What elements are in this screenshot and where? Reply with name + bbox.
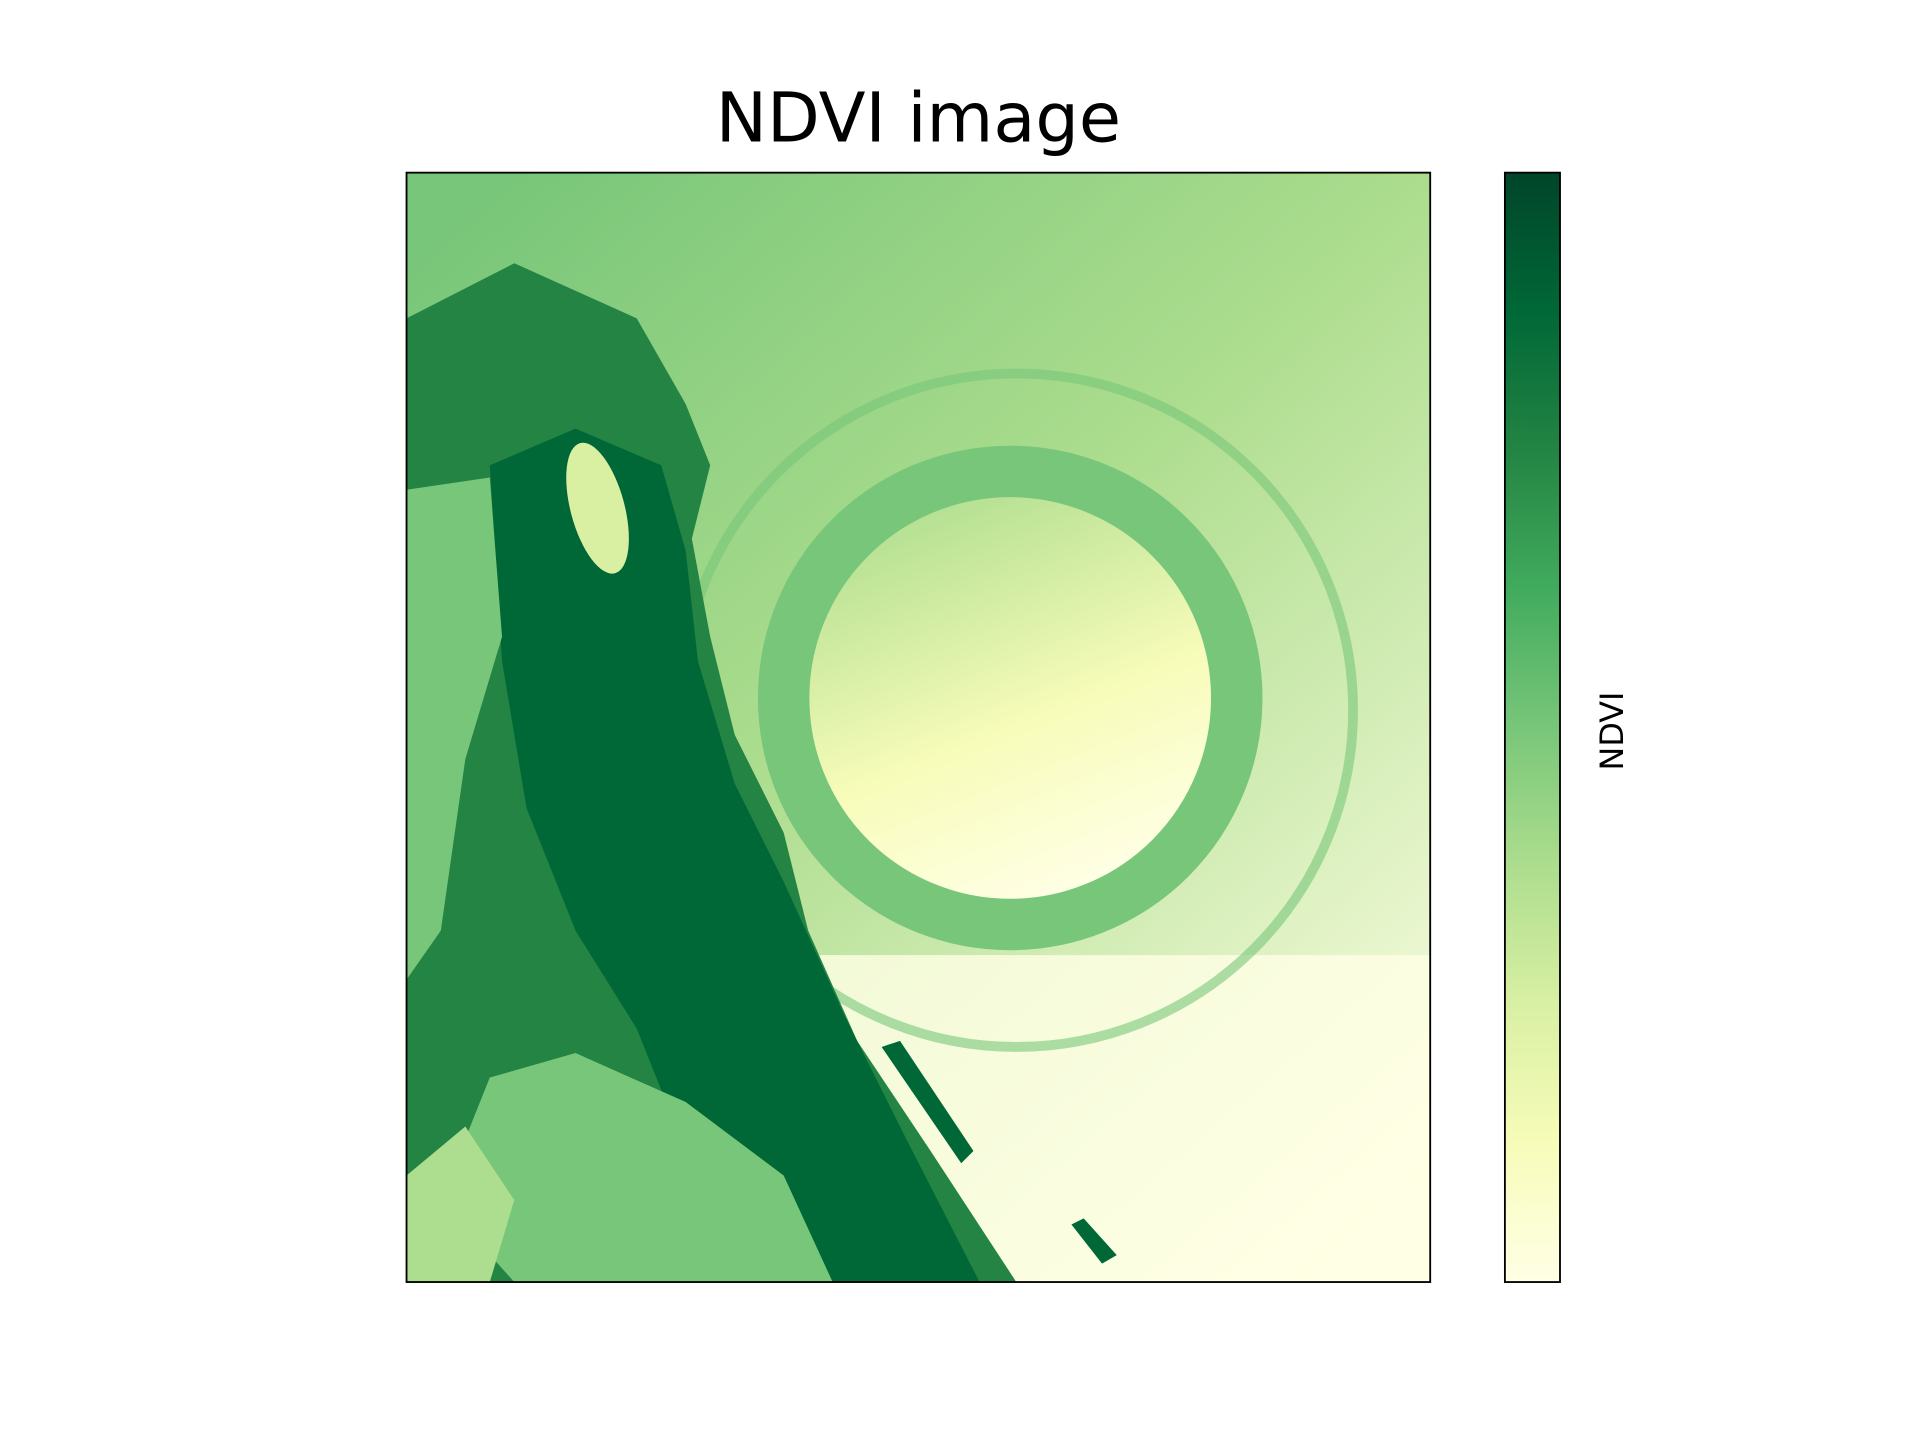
streak bbox=[1071, 1218, 1117, 1264]
streak bbox=[881, 1040, 974, 1164]
patch bbox=[406, 477, 503, 980]
clearing bbox=[566, 442, 629, 574]
patch bbox=[440, 1053, 833, 1283]
dense-vegetation bbox=[489, 428, 980, 1283]
patch bbox=[406, 1126, 515, 1283]
chart-title: NDVI image bbox=[716, 78, 1121, 158]
colorbar-label: NDVI bbox=[1593, 692, 1631, 771]
ring bbox=[757, 445, 1263, 951]
axes-frame bbox=[405, 171, 1432, 1283]
image bbox=[406, 172, 1431, 1283]
colorbar bbox=[1503, 171, 1561, 1283]
ring-inner-fill bbox=[808, 495, 1213, 900]
